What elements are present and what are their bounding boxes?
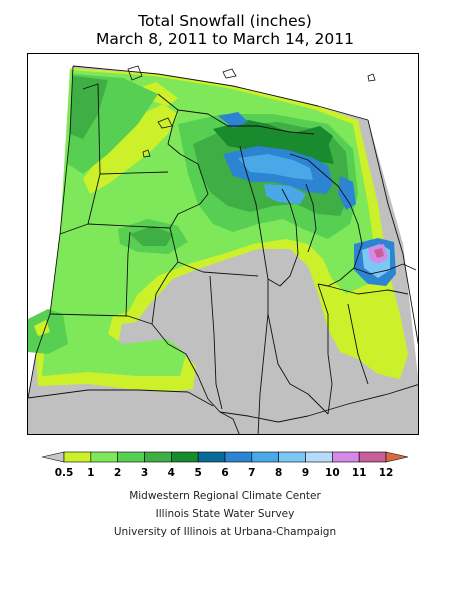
legend-swatch — [358, 451, 387, 463]
credit-mrcc: Midwestern Regional Climate Center — [129, 490, 321, 502]
snow-zone-1in-north — [83, 104, 178, 194]
credit-uiuc: University of Illinois at Urbana-Champai… — [113, 526, 337, 538]
legend-swatch — [251, 451, 279, 463]
credit-isws: Illinois State Water Survey — [155, 508, 295, 520]
snow-zone-7in — [238, 154, 313, 180]
legend-label: 4 — [168, 467, 175, 479]
legend-label: 9 — [302, 467, 309, 479]
legend-swatch — [278, 451, 306, 463]
legend-label: 0.5 — [55, 467, 74, 479]
legend-label: 2 — [114, 467, 121, 479]
snowfall-map — [27, 53, 419, 435]
map-date-range: March 8, 2011 to March 14, 2011 — [96, 30, 354, 48]
legend-label: 1 — [87, 467, 94, 479]
legend-swatch — [332, 451, 360, 463]
boundary-lines — [28, 65, 418, 434]
legend-swatch — [63, 451, 92, 463]
legend-label: 12 — [379, 467, 394, 479]
legend-swatch-low — [41, 451, 65, 463]
legend-swatch — [224, 451, 253, 463]
lake-islands — [127, 65, 376, 158]
legend-label: 11 — [352, 467, 367, 479]
snow-zone-5in — [213, 120, 334, 164]
legend-swatch — [117, 451, 145, 463]
legend-swatch — [305, 451, 333, 463]
legend-swatch — [90, 451, 118, 463]
map-title: Total Snowfall (inches) — [138, 12, 312, 30]
legend-label: 8 — [275, 467, 282, 479]
legend-swatch — [171, 451, 199, 463]
legend-label: 5 — [195, 467, 202, 479]
legend-colorbar: 0.5 1 2 3 4 5 6 7 8 9 10 11 12 — [0, 446, 450, 482]
legend-label: 6 — [221, 467, 228, 479]
legend-label: 7 — [248, 467, 255, 479]
legend-label: 3 — [141, 467, 148, 479]
legend-swatch-high — [385, 451, 409, 463]
legend-label: 10 — [325, 467, 340, 479]
legend-swatch — [144, 451, 172, 463]
legend-swatch — [197, 451, 226, 463]
